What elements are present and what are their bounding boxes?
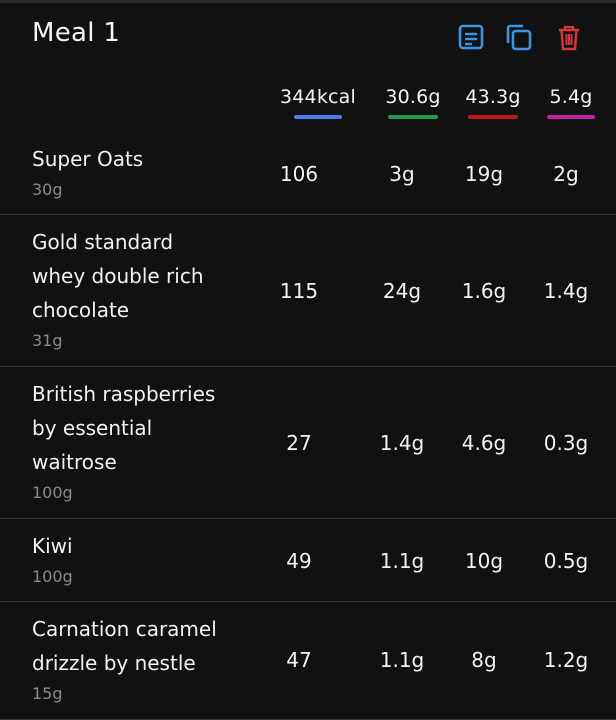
food-kcal: 27	[286, 431, 312, 455]
food-amount: 100g	[32, 567, 73, 586]
carbs-color-bar	[468, 115, 518, 119]
food-carbs: 19g	[464, 162, 504, 186]
kcal-color-bar	[294, 115, 342, 119]
copy-icon[interactable]	[504, 22, 534, 52]
food-fat: 2g	[553, 162, 579, 186]
food-protein: 24g	[382, 279, 422, 303]
top-divider	[0, 0, 616, 3]
food-row[interactable]: British raspberries by essential waitros…	[0, 367, 616, 519]
food-kcal: 47	[286, 648, 312, 672]
food-fat: 1.2g	[543, 648, 589, 672]
food-amount: 15g	[32, 684, 63, 703]
delete-icon[interactable]	[554, 22, 584, 52]
protein-color-bar	[388, 115, 438, 119]
food-amount: 30g	[32, 180, 63, 199]
total-protein: 30.6g	[373, 86, 453, 119]
food-amount: 31g	[32, 331, 63, 350]
total-fat: 5.4g	[531, 86, 611, 119]
food-carbs: 1.6g	[461, 279, 507, 303]
food-row[interactable]: Super Oats 30g 106 3g 19g 2g	[0, 132, 616, 215]
meal-totals: 344kcal 30.6g 43.3g 5.4g	[0, 86, 616, 126]
food-kcal: 49	[286, 549, 312, 573]
food-list: Super Oats 30g 106 3g 19g 2g Gold standa…	[0, 132, 616, 720]
food-protein: 3g	[389, 162, 415, 186]
food-kcal: 115	[279, 279, 319, 303]
notes-icon[interactable]	[456, 22, 486, 52]
food-name: Super Oats	[32, 147, 144, 171]
food-carbs: 4.6g	[461, 431, 507, 455]
food-carbs: 8g	[471, 648, 497, 672]
food-row[interactable]: Carnation caramel drizzle by nestle 15g …	[0, 602, 616, 720]
food-carbs: 10g	[464, 549, 504, 573]
total-kcal-value: 344kcal	[279, 86, 357, 108]
food-protein: 1.1g	[379, 648, 425, 672]
total-protein-value: 30.6g	[385, 86, 441, 108]
food-fat: 0.3g	[543, 431, 589, 455]
food-kcal: 106	[279, 162, 319, 186]
food-protein: 1.1g	[379, 549, 425, 573]
food-fat: 1.4g	[543, 279, 589, 303]
food-name: Carnation caramel drizzle by nestle	[32, 617, 217, 675]
food-amount: 100g	[32, 483, 73, 502]
food-fat: 0.5g	[543, 549, 589, 573]
meal-header: Meal 1	[0, 0, 616, 76]
fat-color-bar	[547, 115, 595, 119]
food-name: Kiwi	[32, 534, 73, 558]
food-row[interactable]: Gold standard whey double rich chocolate…	[0, 215, 616, 367]
total-fat-value: 5.4g	[549, 86, 593, 108]
food-name: British raspberries by essential waitros…	[32, 382, 216, 474]
total-kcal: 344kcal	[278, 86, 358, 119]
food-protein: 1.4g	[379, 431, 425, 455]
food-row[interactable]: Kiwi 100g 49 1.1g 10g 0.5g	[0, 519, 616, 602]
food-name: Gold standard whey double rich chocolate	[32, 230, 204, 322]
meal-title: Meal 1	[32, 18, 121, 48]
total-carbs: 43.3g	[453, 86, 533, 119]
total-carbs-value: 43.3g	[465, 86, 521, 108]
